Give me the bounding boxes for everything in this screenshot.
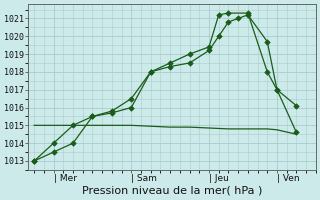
X-axis label: Pression niveau de la mer( hPa ): Pression niveau de la mer( hPa ) (82, 186, 262, 196)
